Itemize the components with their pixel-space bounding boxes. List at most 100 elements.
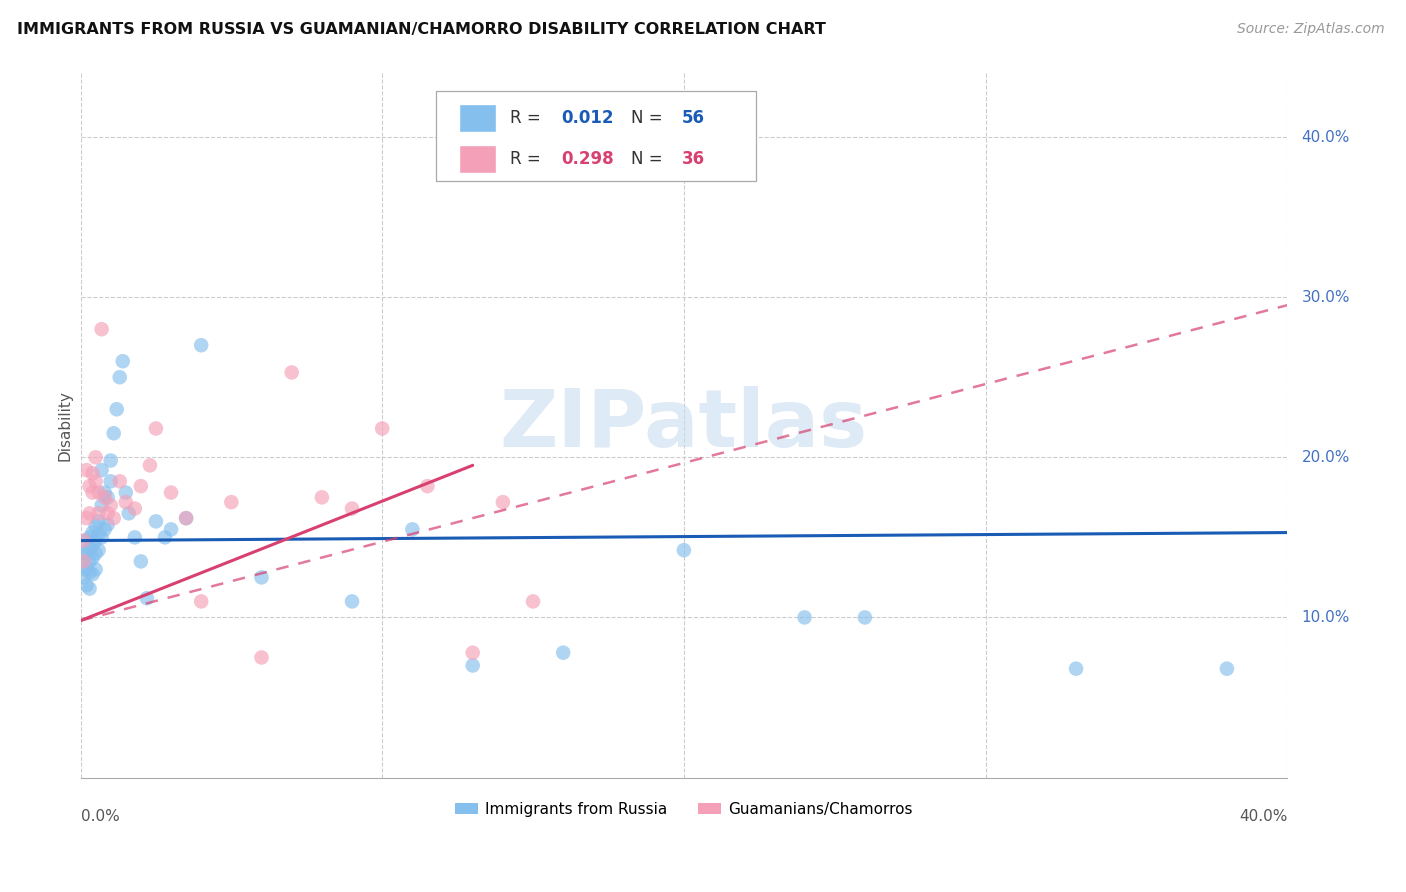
Point bbox=[105, 402, 128, 417]
Text: R =: R = bbox=[510, 109, 546, 127]
Point bbox=[87, 514, 110, 528]
Point bbox=[1064, 662, 1087, 676]
Point bbox=[72, 554, 94, 568]
Point bbox=[174, 511, 197, 525]
Point bbox=[90, 322, 112, 336]
Point bbox=[82, 551, 104, 566]
Point bbox=[153, 530, 176, 544]
Point bbox=[82, 525, 104, 540]
Point bbox=[114, 485, 136, 500]
Point bbox=[190, 594, 212, 608]
FancyBboxPatch shape bbox=[460, 104, 496, 132]
Text: 0.0%: 0.0% bbox=[80, 809, 120, 824]
Point bbox=[221, 495, 243, 509]
Point bbox=[1216, 662, 1239, 676]
Point bbox=[93, 522, 115, 536]
Text: 20.0%: 20.0% bbox=[1302, 450, 1350, 465]
Point bbox=[492, 495, 515, 509]
Point bbox=[100, 453, 122, 467]
Point bbox=[84, 450, 107, 465]
Point bbox=[79, 530, 101, 544]
Point bbox=[84, 533, 107, 548]
FancyBboxPatch shape bbox=[460, 145, 496, 173]
Point bbox=[672, 543, 695, 558]
Text: ZIPatlas: ZIPatlas bbox=[499, 386, 868, 464]
Point bbox=[90, 463, 112, 477]
Point bbox=[82, 538, 104, 552]
Text: 40.0%: 40.0% bbox=[1302, 129, 1350, 145]
Point bbox=[103, 511, 125, 525]
Y-axis label: Disability: Disability bbox=[58, 390, 72, 460]
Point bbox=[79, 554, 101, 568]
Point bbox=[108, 475, 131, 489]
Text: R =: R = bbox=[510, 150, 546, 168]
Point bbox=[118, 507, 141, 521]
Point bbox=[72, 558, 94, 572]
Point bbox=[87, 485, 110, 500]
Point bbox=[793, 610, 815, 624]
Point bbox=[72, 546, 94, 560]
Point bbox=[553, 646, 575, 660]
Point bbox=[76, 562, 98, 576]
Point bbox=[461, 658, 484, 673]
Point bbox=[84, 475, 107, 489]
Point bbox=[79, 507, 101, 521]
Point bbox=[139, 458, 162, 473]
Point bbox=[103, 426, 125, 441]
Point bbox=[250, 650, 273, 665]
Point bbox=[97, 507, 120, 521]
Point bbox=[340, 594, 363, 608]
Point bbox=[79, 479, 101, 493]
FancyBboxPatch shape bbox=[436, 91, 756, 181]
Point bbox=[90, 499, 112, 513]
Text: 10.0%: 10.0% bbox=[1302, 610, 1350, 625]
Point bbox=[160, 485, 183, 500]
Point bbox=[160, 522, 183, 536]
Point bbox=[93, 485, 115, 500]
Point bbox=[76, 546, 98, 560]
Point bbox=[76, 533, 98, 548]
Point bbox=[145, 421, 167, 435]
Point bbox=[174, 511, 197, 525]
Point bbox=[311, 491, 333, 505]
Point bbox=[111, 354, 134, 368]
Point bbox=[82, 567, 104, 582]
Text: 36: 36 bbox=[682, 150, 704, 168]
Point bbox=[522, 594, 544, 608]
Text: IMMIGRANTS FROM RUSSIA VS GUAMANIAN/CHAMORRO DISABILITY CORRELATION CHART: IMMIGRANTS FROM RUSSIA VS GUAMANIAN/CHAM… bbox=[17, 22, 825, 37]
Point bbox=[135, 591, 157, 606]
Point bbox=[97, 517, 120, 532]
Point bbox=[76, 511, 98, 525]
Point bbox=[72, 570, 94, 584]
Text: 30.0%: 30.0% bbox=[1302, 290, 1350, 305]
Point bbox=[340, 501, 363, 516]
Point bbox=[853, 610, 876, 624]
Text: 0.298: 0.298 bbox=[561, 150, 613, 168]
Point bbox=[79, 541, 101, 556]
Point bbox=[100, 475, 122, 489]
Point bbox=[108, 370, 131, 384]
Point bbox=[90, 530, 112, 544]
Point bbox=[84, 562, 107, 576]
Legend: Immigrants from Russia, Guamanians/Chamorros: Immigrants from Russia, Guamanians/Chamo… bbox=[449, 796, 920, 822]
Point bbox=[250, 570, 273, 584]
Text: Source: ZipAtlas.com: Source: ZipAtlas.com bbox=[1237, 22, 1385, 37]
Point bbox=[76, 578, 98, 592]
Point bbox=[79, 582, 101, 596]
Point bbox=[82, 485, 104, 500]
Point bbox=[401, 522, 423, 536]
Point bbox=[93, 491, 115, 505]
Point bbox=[129, 479, 152, 493]
Text: 0.012: 0.012 bbox=[561, 109, 613, 127]
Point bbox=[84, 546, 107, 560]
Point bbox=[129, 554, 152, 568]
Point bbox=[87, 543, 110, 558]
Text: N =: N = bbox=[631, 150, 668, 168]
Point bbox=[371, 421, 394, 435]
Point bbox=[145, 514, 167, 528]
Point bbox=[100, 499, 122, 513]
Point bbox=[87, 527, 110, 541]
Point bbox=[461, 646, 484, 660]
Point bbox=[97, 491, 120, 505]
Point bbox=[87, 507, 110, 521]
